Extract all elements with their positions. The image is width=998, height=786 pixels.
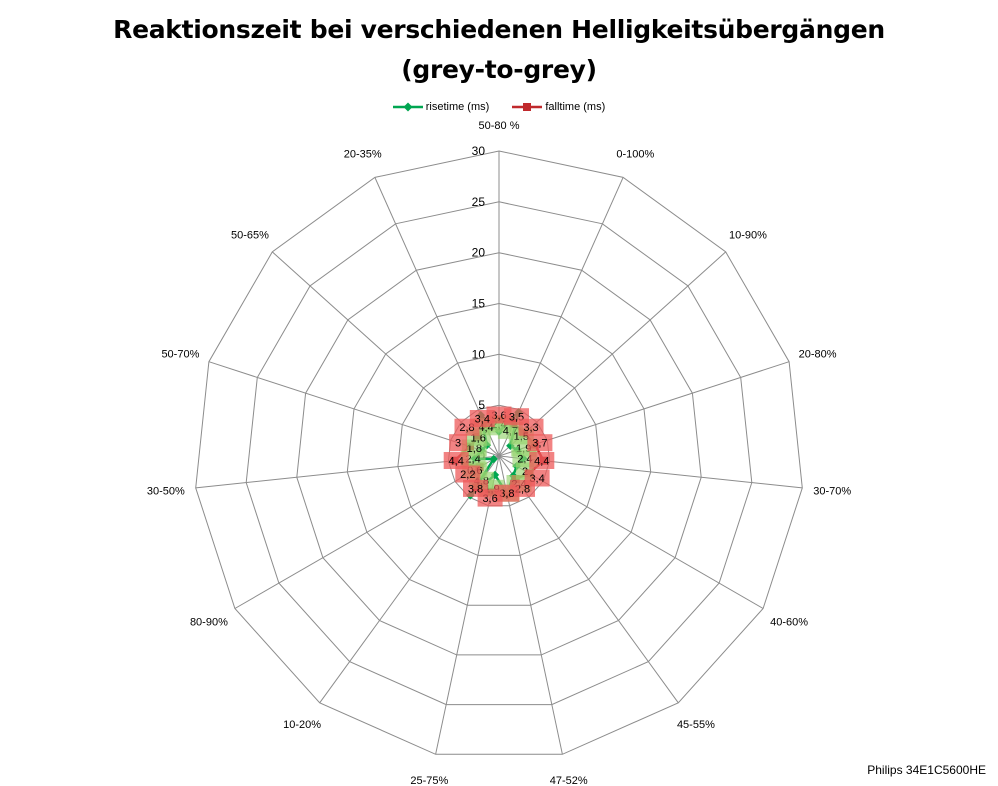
category-label: 20-35% bbox=[344, 149, 382, 161]
data-label-box bbox=[529, 452, 555, 469]
data-label-box bbox=[455, 465, 481, 483]
data-point bbox=[506, 441, 515, 450]
data-label: 3,6 bbox=[491, 410, 506, 422]
data-label: 4,4 bbox=[449, 456, 464, 468]
legend-item-falltime: falltime (ms) bbox=[512, 101, 605, 113]
category-label: 25-75% bbox=[410, 775, 448, 786]
category-label: 10-20% bbox=[283, 719, 321, 731]
data-label: 3,7 bbox=[532, 438, 547, 450]
category-label: 10-90% bbox=[729, 230, 767, 242]
category-label: 40-60% bbox=[770, 617, 808, 629]
radial-tick-label: 30 bbox=[472, 144, 486, 158]
grid-ring-30 bbox=[195, 150, 803, 755]
legend-item-risetime: risetime (ms) bbox=[392, 101, 490, 113]
category-label: 50-65% bbox=[231, 230, 269, 242]
data-label: 3 bbox=[455, 438, 461, 450]
category-label: 30-50% bbox=[147, 486, 185, 498]
data-point bbox=[489, 454, 498, 464]
legend-label-falltime: falltime (ms) bbox=[545, 101, 606, 113]
category-label: 20-80% bbox=[799, 349, 837, 361]
data-label: 3,4 bbox=[475, 414, 490, 426]
category-label: 50-70% bbox=[161, 349, 199, 361]
grid-spoke-10 bbox=[234, 455, 500, 609]
category-label: 0-100% bbox=[616, 149, 654, 161]
data-label: 3,3 bbox=[523, 422, 538, 434]
data-label-box bbox=[518, 418, 544, 436]
data-label: 4,4 bbox=[534, 456, 549, 468]
category-label: 45-55% bbox=[677, 719, 715, 731]
data-label-box bbox=[443, 452, 469, 469]
legend-label-risetime: risetime (ms) bbox=[425, 101, 490, 113]
grid-spoke-14 bbox=[374, 177, 500, 457]
chart-title: Reaktionszeit bei verschiedenen Helligke… bbox=[0, 10, 998, 90]
data-label-box bbox=[449, 434, 468, 452]
radial-tick-label: 5 bbox=[478, 398, 485, 412]
radial-tick-label: 15 bbox=[472, 297, 486, 311]
category-labels: 50-80 % 0-100% 10-90% 20-80% 30-70% 40-60% 45-… bbox=[147, 120, 852, 786]
radial-tick-label: 25 bbox=[472, 195, 486, 209]
data-label-box bbox=[527, 434, 553, 452]
data-labels: 2,44,71,51,92,422,43,81,94,80,62,41,81,6… bbox=[443, 406, 555, 507]
data-label: 3,8 bbox=[499, 488, 514, 500]
radial-tick-label: 10 bbox=[472, 347, 486, 361]
legend-swatch-risetime bbox=[392, 102, 423, 112]
radial-tick-label: 20 bbox=[472, 246, 486, 260]
legend-swatch-falltime bbox=[512, 103, 543, 111]
grid-ring-15 bbox=[346, 302, 652, 606]
data-label: 2,4 bbox=[465, 454, 480, 466]
data-label-box bbox=[463, 479, 488, 497]
category-label: 30-70% bbox=[813, 486, 851, 498]
chart-title-line-1: Reaktionszeit bei verschiedenen Helligke… bbox=[113, 15, 885, 44]
data-label: 3,8 bbox=[468, 483, 483, 495]
radar-grid bbox=[195, 150, 803, 755]
data-label: 1,8 bbox=[467, 443, 482, 455]
data-label: 2,2 bbox=[460, 469, 475, 481]
chart-title-line-2: (grey-to-grey) bbox=[401, 55, 597, 84]
data-label-box bbox=[469, 410, 495, 427]
legend: risetime (ms) falltime (ms) bbox=[0, 101, 998, 115]
category-label: 50-80 % bbox=[479, 120, 520, 132]
grid-ring-25 bbox=[245, 201, 753, 706]
category-label: 47-52% bbox=[550, 775, 588, 786]
grid-spoke-6 bbox=[498, 455, 679, 704]
grid-ring-10 bbox=[397, 353, 601, 556]
grid-ring-20 bbox=[296, 252, 702, 656]
credit-label: Philips 34E1C5600HE bbox=[867, 763, 986, 777]
grid-spoke-7 bbox=[498, 455, 563, 755]
category-label: 80-90% bbox=[190, 617, 228, 629]
